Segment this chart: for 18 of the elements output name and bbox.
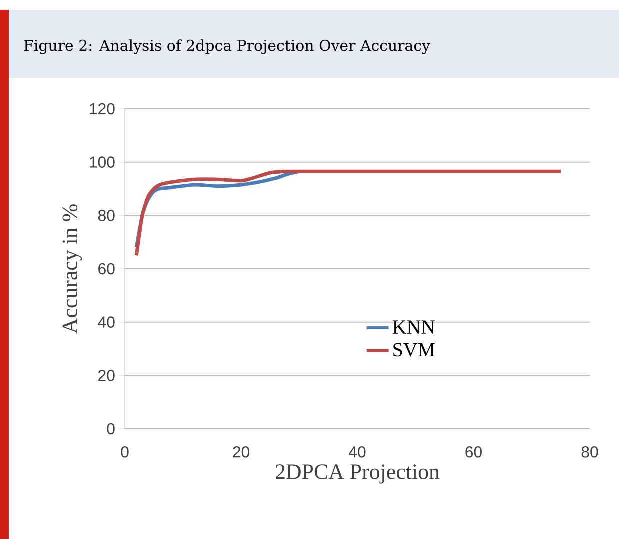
y-tick-label: 0: [107, 423, 115, 435]
x-axis-title: 2DPCA Projection: [276, 464, 440, 484]
y-tick-label: 100: [90, 156, 115, 168]
y-tick-label: 20: [98, 370, 115, 382]
x-tick-label: 60: [466, 446, 482, 458]
x-tick-label: 0: [121, 446, 129, 458]
x-tick-label: 80: [582, 446, 598, 458]
y-tick-label: 80: [98, 210, 115, 222]
y-tick-label: 40: [98, 316, 115, 328]
line-series: [134, 170, 563, 258]
x-tick-label: 40: [349, 446, 366, 458]
y-tick-label: 60: [98, 263, 115, 275]
chart-title: Figure 2: Analysis of 2dpca Projection Over Accuracy: [24, 40, 430, 54]
legend-label: SVM: [394, 343, 435, 357]
x-tick-label: 20: [233, 446, 250, 458]
y-tick-label: 120: [90, 103, 115, 115]
legend-label: KNN: [392, 320, 436, 334]
y-axis-title: Accuracy in %: [62, 204, 82, 334]
